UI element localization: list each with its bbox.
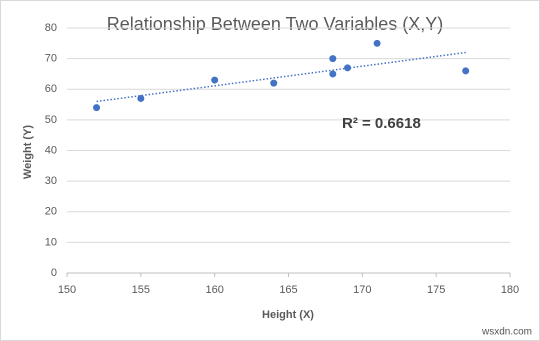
- trendline: [96, 51, 466, 103]
- y-tick-label: 40: [45, 144, 57, 156]
- y-tick-label: 0: [51, 267, 57, 279]
- x-tick-label: 160: [205, 284, 223, 296]
- point: [211, 76, 219, 84]
- y-tick-label: 70: [45, 53, 57, 65]
- x-tick-label: 165: [279, 284, 297, 296]
- y-tick-label: 10: [45, 236, 57, 248]
- y-tick-label: 20: [45, 206, 57, 218]
- chart-title: Relationship Between Two Variables (X,Y): [107, 14, 444, 34]
- y-tick-label: 30: [45, 175, 57, 187]
- point: [462, 67, 470, 75]
- x-tick-label: 155: [132, 284, 150, 296]
- x-tick-label: 170: [353, 284, 371, 296]
- point: [329, 70, 337, 78]
- y-tick-label: 60: [45, 83, 57, 95]
- point: [270, 79, 278, 87]
- r-squared: R² = 0.6618: [342, 115, 421, 132]
- watermark: wsxdn.com: [481, 327, 532, 338]
- point: [137, 94, 145, 102]
- y-tick-label: 50: [45, 114, 57, 126]
- x-tick-label: 175: [427, 284, 445, 296]
- x-tick-label: 180: [501, 284, 519, 296]
- x-axis-label: Height (X): [262, 309, 314, 321]
- point: [373, 39, 381, 47]
- x-tick-label: 150: [58, 284, 76, 296]
- point: [93, 104, 101, 112]
- y-tick-label: 80: [45, 22, 57, 34]
- y-axis-label: Weight (Y): [22, 125, 34, 180]
- point: [329, 55, 337, 63]
- point: [344, 64, 352, 72]
